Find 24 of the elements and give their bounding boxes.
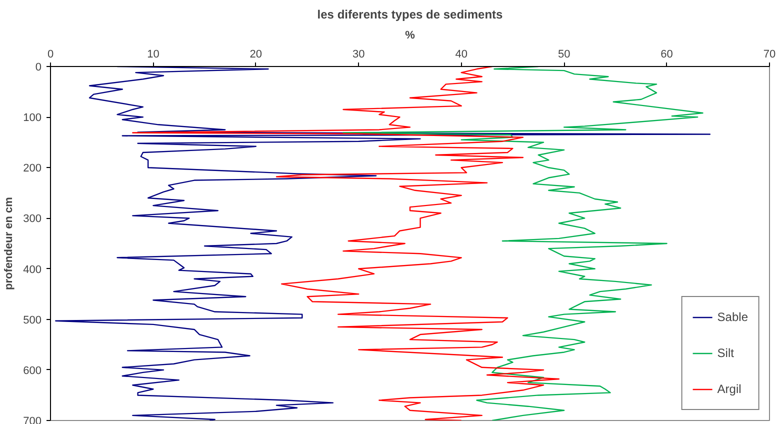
legend-label: Sable — [717, 310, 748, 324]
y-tick-label: 0 — [35, 62, 42, 74]
x-tick-label: 30 — [352, 48, 365, 60]
line-series — [342, 66, 704, 420]
y-tick-label: 100 — [23, 112, 42, 124]
y-axis-title: profendeur en cm — [3, 196, 16, 290]
y-tick-label: 200 — [23, 162, 42, 175]
chart-title: les diferents types de sediments — [317, 8, 504, 22]
x-tick-label: 70 — [763, 48, 776, 60]
y-tick-label: 500 — [23, 314, 42, 326]
x-axis-title: % — [405, 30, 416, 42]
x-tick-label: 40 — [455, 48, 468, 60]
x-tick-label: 10 — [147, 48, 160, 60]
legend-label: Argil — [717, 382, 742, 396]
x-tick-label: 50 — [558, 48, 570, 60]
y-tick-label: 400 — [23, 264, 42, 276]
line-series — [132, 66, 560, 420]
legend-label: Silt — [717, 346, 735, 360]
x-tick-label: 20 — [250, 48, 262, 60]
y-tick-label: 600 — [23, 364, 42, 377]
y-tick-label: 300 — [23, 213, 42, 226]
x-tick-label: 0 — [47, 48, 54, 60]
x-tick-label: 60 — [660, 48, 673, 60]
line-series — [55, 66, 711, 420]
